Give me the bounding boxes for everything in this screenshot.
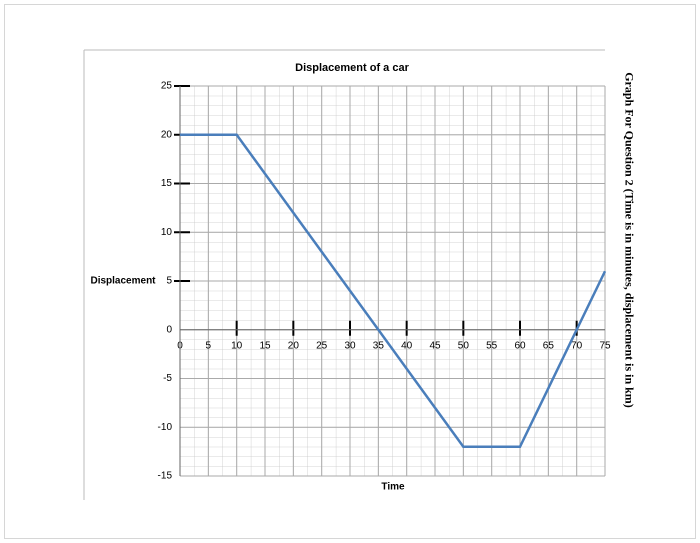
x-tick-label: 15 <box>259 340 271 351</box>
x-tick-label: 75 <box>599 340 611 351</box>
x-tick-label: 25 <box>316 340 328 351</box>
x-tick-label: 20 <box>288 340 300 351</box>
y-tick-label: 25 <box>161 81 173 92</box>
y-tick-label: 15 <box>161 178 173 189</box>
y-tick-label: -10 <box>158 422 173 433</box>
y-tick-label: 0 <box>166 324 172 335</box>
chart-title: Displacement of a car <box>295 62 409 74</box>
y-tick-label: -5 <box>163 373 172 384</box>
y-tick-label: 20 <box>161 129 173 140</box>
x-tick-label: 35 <box>373 340 385 351</box>
x-tick-label: 45 <box>429 340 441 351</box>
data-line <box>180 133 607 448</box>
x-tick-label: 55 <box>486 340 498 351</box>
x-tick-label: 50 <box>458 340 470 351</box>
y-tick-label: -15 <box>158 471 173 482</box>
x-tick-label: 40 <box>401 340 413 351</box>
side-note: Graph For Question 2 (Time is in minutes… <box>622 72 636 408</box>
x-tick-label: 30 <box>344 340 356 351</box>
y-tick-label: 5 <box>166 276 172 287</box>
y-axis-title: Displacement <box>90 276 156 287</box>
y-tick-label: 10 <box>161 227 173 238</box>
x-tick-label: 70 <box>571 340 583 351</box>
x-tick-label: 10 <box>231 340 243 351</box>
x-tick-label: 5 <box>206 340 212 351</box>
x-axis-title: Time <box>381 482 405 493</box>
x-tick-label: 60 <box>514 340 526 351</box>
x-tick-label: 65 <box>543 340 555 351</box>
